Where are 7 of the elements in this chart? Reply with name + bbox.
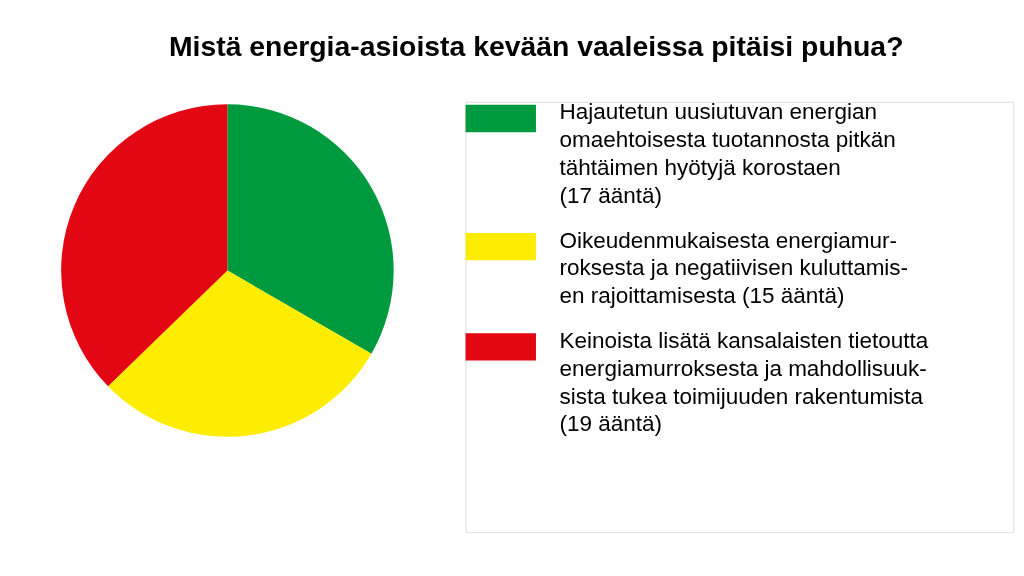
- legend-label: Hajautetun uusiutuvan energian omaehtoisesta tuotannosta pitkän tähtäimen hyötyjä korostaen (17 ääntä): [559, 99, 896, 209]
- pie-slice: [108, 270, 372, 437]
- chart-title: Mistä energia-asioista kevään vaaleissa pitäisi puhua?: [168, 30, 904, 63]
- legend-label: Oikeudenmukaisesta energiamur- roksesta ja negatiivisen kuluttamis- en rajoittamisesta (15 ääntä): [559, 227, 909, 309]
- pie-slice: [227, 104, 394, 354]
- legend-label: Keinoista lisätä kansalaisten tietoutta energiamurroksesta ja mahdollisuuk- sista tukea toimijuuden rakentumista (19 ääntä): [559, 327, 929, 437]
- pie-slice: [61, 104, 228, 387]
